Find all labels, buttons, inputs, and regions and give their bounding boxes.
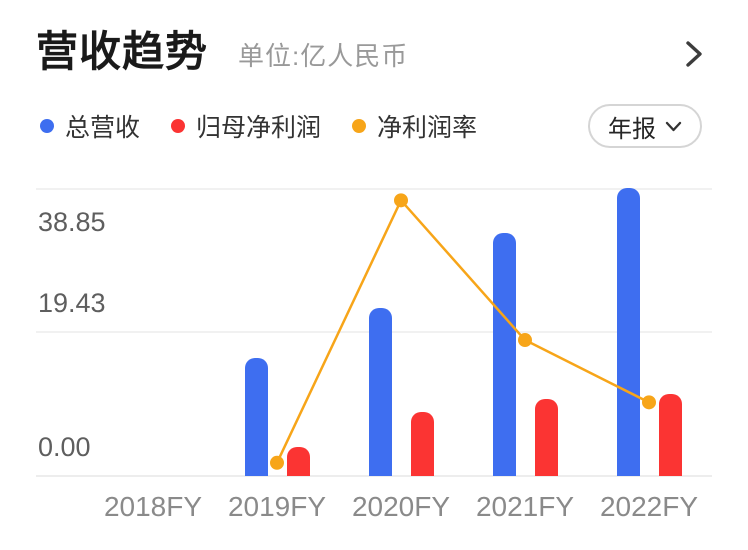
gridline bbox=[36, 188, 712, 190]
unit-label: 单位:亿人民币 bbox=[238, 41, 409, 71]
legend-item-margin[interactable]: 净利润率 bbox=[352, 108, 477, 144]
bar-profit-2019FY[interactable] bbox=[287, 447, 310, 476]
y-axis-label-38.85: 38.85 bbox=[38, 207, 106, 237]
y-axis-label-0.00: 0.00 bbox=[38, 432, 91, 462]
legend-item-label: 归母净利润 bbox=[196, 114, 322, 142]
bar-profit-2021FY[interactable] bbox=[535, 399, 558, 476]
page-title: 营收趋势 bbox=[36, 28, 209, 75]
legend-item-profit[interactable]: 归母净利润 bbox=[171, 108, 321, 144]
bar-revenue-2019FY[interactable] bbox=[245, 357, 268, 476]
legend-item-revenue[interactable]: 总营收 bbox=[40, 108, 140, 144]
chart-legend: 总营收 归母净利润 净利润率 bbox=[40, 108, 477, 144]
legend-item-label: 总营收 bbox=[65, 114, 141, 142]
bar-profit-2022FY[interactable] bbox=[659, 394, 682, 476]
bar-revenue-2020FY[interactable] bbox=[369, 308, 392, 476]
bar-profit-2020FY[interactable] bbox=[411, 411, 434, 476]
period-selector-button[interactable]: 年报 bbox=[588, 104, 702, 148]
chevron-down-icon bbox=[665, 121, 682, 131]
margin-point-2021FY[interactable] bbox=[518, 333, 532, 348]
y-axis-label-19.43: 19.43 bbox=[38, 288, 106, 319]
margin-point-2020FY[interactable] bbox=[394, 193, 408, 208]
revenue-dot-icon bbox=[40, 119, 54, 133]
gridline bbox=[36, 475, 712, 477]
margin-point-2019FY[interactable] bbox=[270, 455, 284, 470]
x-axis-label-2020FY: 2020FY bbox=[351, 491, 451, 522]
bar-revenue-2022FY[interactable] bbox=[617, 187, 640, 476]
card-more-button[interactable] bbox=[674, 38, 712, 72]
x-axis-label-2022FY: 2022FY bbox=[599, 491, 699, 522]
x-axis-label-2019FY: 2019FY bbox=[227, 491, 327, 522]
x-axis-label-2021FY: 2021FY bbox=[475, 491, 575, 522]
margin-line bbox=[275, 198, 650, 464]
legend-item-label: 净利润率 bbox=[377, 114, 478, 142]
period-selector-label: 年报 bbox=[608, 115, 656, 143]
chevron-right-icon bbox=[686, 40, 702, 67]
margin-dot-icon bbox=[352, 119, 367, 133]
bar-revenue-2021FY[interactable] bbox=[493, 232, 516, 476]
x-axis-label-2018FY: 2018FY bbox=[103, 491, 203, 522]
profit-dot-icon bbox=[171, 119, 186, 133]
margin-point-2022FY[interactable] bbox=[642, 395, 656, 410]
